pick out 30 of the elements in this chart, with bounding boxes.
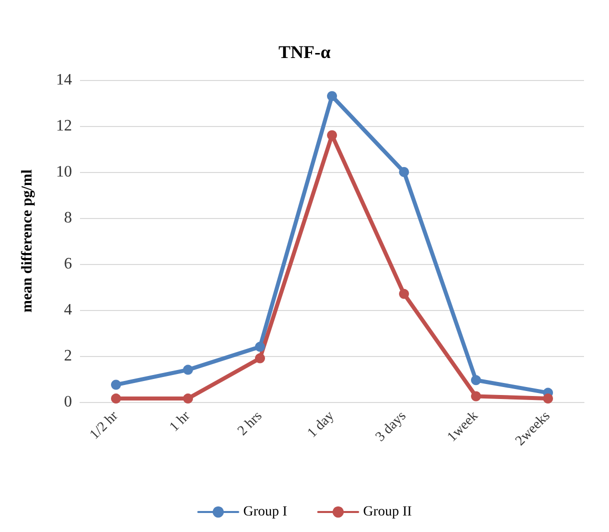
point — [255, 353, 265, 364]
legend-label: Group II — [363, 504, 412, 520]
point — [399, 167, 409, 177]
point — [471, 391, 481, 402]
x-tick-label: 1 day — [304, 408, 338, 442]
point — [399, 288, 409, 299]
x-tick-label: 1 hr — [167, 408, 194, 435]
y-tick-label: 4 — [64, 302, 72, 318]
point — [327, 91, 337, 102]
y-tick-label: 6 — [64, 256, 72, 272]
y-tick-label: 12 — [56, 118, 72, 134]
point — [111, 394, 121, 404]
point — [183, 394, 193, 404]
point — [471, 375, 481, 386]
y-tick-label: 0 — [64, 394, 72, 410]
x-tick-label: 3 days — [373, 408, 410, 445]
y-tick-label: 14 — [56, 72, 72, 88]
y-tick-label: 8 — [64, 210, 72, 226]
point — [111, 380, 121, 390]
x-tick-label: 1/2 hr — [87, 408, 122, 443]
y-axis-title: mean difference pg/ml — [20, 169, 36, 313]
chart-title: TNF-α — [278, 42, 331, 62]
point — [183, 364, 193, 375]
point — [543, 394, 553, 404]
x-tick-label: 2 hrs — [235, 408, 266, 439]
y-tick-label: 2 — [64, 348, 72, 364]
point — [327, 130, 337, 140]
point — [255, 342, 265, 352]
y-tick-label: 10 — [56, 164, 72, 180]
legend-label: Group I — [243, 504, 288, 520]
